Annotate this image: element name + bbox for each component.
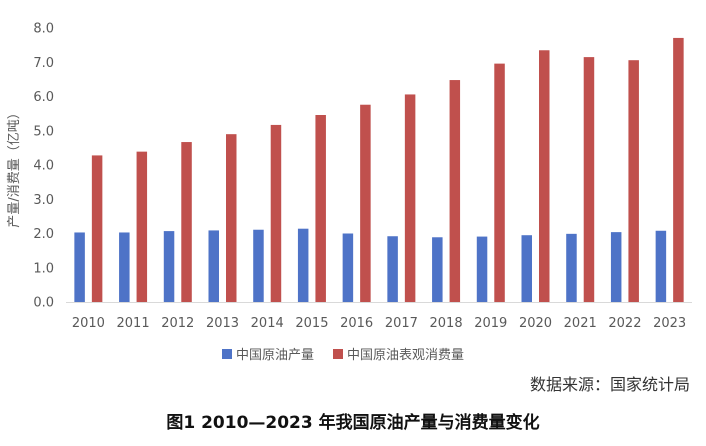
figure-caption: 图1 2010—2023 年我国原油产量与消费量变化 — [166, 412, 539, 433]
x-tick-label: 2016 — [340, 316, 373, 331]
bar-consumption — [628, 60, 639, 303]
x-tick-label: 2014 — [251, 316, 284, 331]
bar-consumption — [270, 124, 282, 303]
bar-consumption — [539, 50, 550, 303]
bar-consumption — [449, 80, 461, 302]
legend-label-production: 中国原油产量 — [236, 348, 314, 363]
y-axis-ticks: 0.0 1.0 2.0 3.0 4.0 5.0 6.0 7.0 8.0 — [33, 22, 54, 311]
bar-production — [119, 232, 130, 302]
source-note: 数据来源：国家统计局 — [530, 375, 690, 394]
bar-production — [208, 230, 219, 302]
bar-production — [297, 228, 309, 302]
bar-consumption — [91, 155, 103, 302]
x-tick-label: 2021 — [564, 316, 597, 331]
legend-label-consumption: 中国原油表观消费量 — [347, 348, 464, 363]
bar-consumption — [494, 63, 505, 303]
bar-consumption — [673, 37, 684, 303]
bar-production — [163, 231, 175, 302]
x-tick-label: 2012 — [161, 316, 194, 331]
x-tick-label: 2015 — [295, 316, 328, 331]
x-tick-label: 2018 — [430, 316, 463, 331]
x-tick-label: 2019 — [474, 316, 507, 331]
bar-production — [566, 233, 577, 302]
bar-production — [253, 229, 264, 302]
y-tick-label: 1.0 — [33, 261, 54, 276]
bar-production — [521, 235, 532, 302]
bar-consumption — [583, 57, 595, 302]
legend-swatch-consumption — [333, 349, 343, 359]
bar-production — [387, 236, 398, 302]
bar-production — [610, 232, 622, 302]
bar-production — [342, 233, 354, 302]
x-tick-label: 2020 — [519, 316, 552, 331]
y-tick-label: 7.0 — [33, 56, 54, 71]
bar-consumption — [315, 115, 326, 302]
x-tick-label: 2013 — [206, 316, 239, 331]
x-tick-label: 2023 — [653, 316, 686, 331]
y-tick-label: 0.0 — [33, 296, 54, 311]
legend-swatch-production — [222, 349, 232, 359]
bar-consumption — [181, 142, 192, 302]
y-tick-label: 4.0 — [33, 159, 54, 174]
x-tick-label: 2011 — [117, 316, 150, 331]
y-tick-label: 8.0 — [33, 22, 54, 37]
bar-production — [432, 237, 443, 302]
x-axis-ticks: 2010 2011 2012 2013 2014 2015 2016 2017 2018 2019… — [72, 316, 686, 331]
bar-production — [476, 236, 488, 302]
y-axis-label: 产量/消费量（亿吨） — [7, 106, 22, 227]
y-tick-label: 3.0 — [33, 193, 54, 208]
x-tick-label: 2017 — [385, 316, 418, 331]
x-tick-label: 2022 — [608, 316, 641, 331]
legend: 中国原油产量 中国原油表观消费量 — [222, 348, 464, 363]
bar-consumption — [404, 94, 416, 302]
bars — [74, 37, 684, 303]
x-tick-label: 2010 — [72, 316, 105, 331]
y-tick-label: 2.0 — [33, 227, 54, 242]
bar-consumption — [226, 134, 237, 302]
bar-production — [74, 232, 85, 302]
bar-production — [655, 230, 667, 302]
bar-consumption — [136, 151, 148, 302]
bar-consumption — [360, 104, 371, 302]
y-tick-label: 5.0 — [33, 124, 54, 139]
y-tick-label: 6.0 — [33, 90, 54, 105]
